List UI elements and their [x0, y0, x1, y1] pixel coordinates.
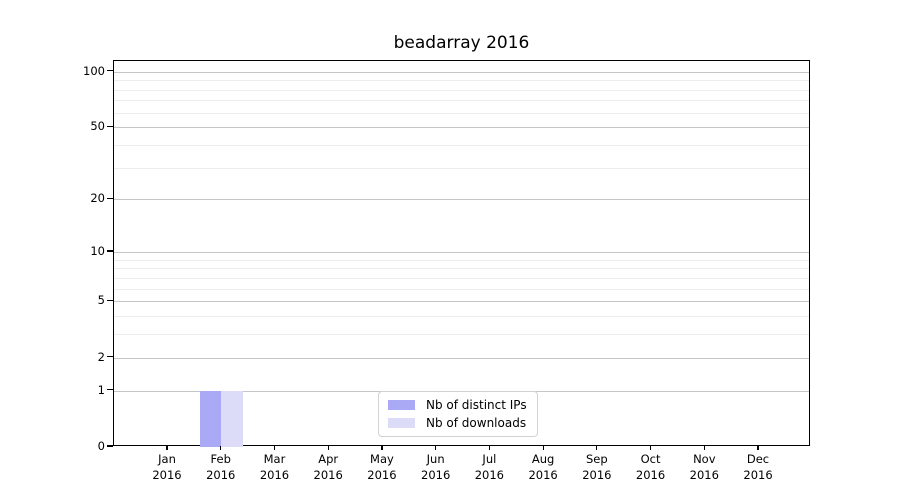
x-axis-tick-label: Feb 2016 [206, 452, 236, 482]
x-tick-mark [596, 446, 598, 450]
x-tick-mark [649, 446, 652, 450]
x-tick-mark [166, 446, 168, 450]
x-axis-tick-label: Aug 2016 [528, 452, 558, 482]
y-axis-tick-label: 0 [97, 439, 105, 453]
legend-swatch-downloads-icon [388, 418, 415, 428]
x-axis-tick-label: Mar 2016 [259, 452, 290, 482]
y-tick-mark [107, 299, 113, 301]
x-tick-mark [757, 446, 759, 450]
major-gridline [114, 127, 809, 129]
y-tick-mark [107, 445, 113, 447]
minor-gridline [114, 100, 809, 102]
x-tick-mark [381, 446, 383, 450]
y-tick-mark [107, 250, 113, 252]
plot-area: Nb of distinct IPs Nb of downloads [113, 60, 810, 447]
y-tick-mark [107, 356, 113, 358]
legend-item-distinct-ips: Nb of distinct IPs [388, 398, 527, 412]
chart-title: beadarray 2016 [393, 33, 530, 53]
major-gridline [114, 71, 809, 73]
minor-gridline [114, 288, 809, 290]
x-axis-tick-label: Dec 2016 [743, 452, 773, 482]
x-tick-mark [542, 446, 544, 450]
x-tick-mark [273, 446, 276, 450]
legend-label-distinct-ips: Nb of distinct IPs [426, 398, 527, 412]
major-gridline [114, 199, 809, 201]
y-tick-mark [107, 389, 113, 391]
minor-gridline [114, 268, 809, 270]
legend-swatch-distinct-ips-icon [388, 400, 415, 410]
x-axis-tick-label: Sep 2016 [582, 452, 612, 482]
y-axis-tick-label: 2 [97, 349, 105, 364]
y-axis-tick-label: 5 [97, 293, 105, 308]
major-gridline [114, 357, 809, 359]
y-axis-tick-label: 10 [90, 243, 105, 258]
y-axis-tick-label: 50 [90, 119, 105, 134]
minor-gridline [114, 277, 809, 279]
y-axis-tick-label: 20 [90, 191, 105, 206]
x-tick-mark [327, 446, 329, 450]
x-axis-tick-label: Jul 2016 [474, 452, 505, 482]
y-axis-tick-label: 100 [83, 63, 105, 78]
x-axis-tick-label: Jan 2016 [152, 452, 182, 482]
y-axis-tick-label: 1 [97, 382, 105, 397]
minor-gridline [114, 316, 809, 318]
y-tick-mark [107, 197, 113, 199]
bar-distinct-ips [199, 390, 222, 447]
minor-gridline [114, 89, 809, 91]
x-tick-mark [435, 446, 437, 450]
minor-gridline [114, 334, 809, 336]
x-axis-tick-label: Oct 2016 [635, 452, 666, 482]
x-axis-tick-label: May 2016 [367, 452, 397, 482]
x-axis-tick-label: Nov 2016 [689, 452, 719, 482]
major-gridline [114, 301, 809, 303]
minor-gridline [114, 167, 809, 169]
minor-gridline [114, 144, 809, 146]
y-tick-mark [107, 69, 113, 72]
x-axis-tick-label: Jun 2016 [421, 452, 451, 482]
x-tick-mark [220, 446, 222, 450]
legend-label-downloads: Nb of downloads [426, 416, 527, 430]
minor-gridline [114, 259, 809, 261]
bar-downloads [221, 390, 243, 447]
y-tick-mark [107, 125, 113, 127]
legend-item-downloads: Nb of downloads [388, 416, 527, 430]
legend: Nb of distinct IPs Nb of downloads [378, 391, 538, 437]
x-tick-mark [703, 446, 705, 450]
minor-gridline [114, 80, 809, 82]
major-gridline [114, 251, 809, 253]
x-axis-tick-label: Apr 2016 [313, 452, 343, 482]
x-tick-mark [488, 446, 490, 450]
minor-gridline [114, 112, 809, 114]
